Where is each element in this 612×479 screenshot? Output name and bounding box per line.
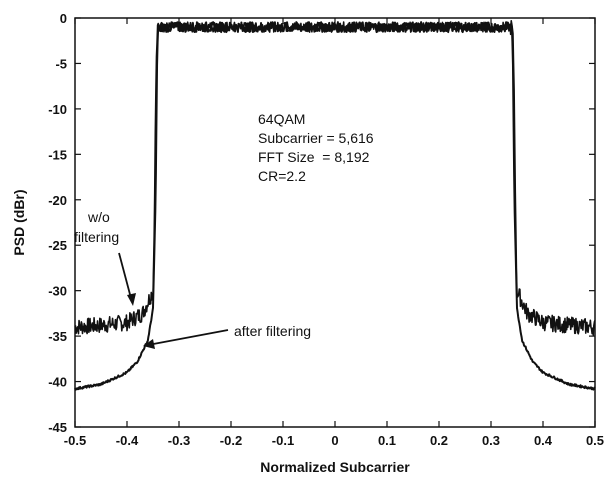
x-tick-label: -0.2 xyxy=(220,433,242,448)
x-tick-label: 0.5 xyxy=(586,433,604,448)
x-tick-label: -0.3 xyxy=(168,433,190,448)
x-axis-label: Normalized Subcarrier xyxy=(260,459,410,475)
x-tick-label: 0.1 xyxy=(378,433,396,448)
y-tick-label: -45 xyxy=(48,420,67,435)
y-tick-label: 0 xyxy=(60,11,67,26)
series-layer xyxy=(74,20,596,391)
wo-filtering-label-line1: w/o xyxy=(87,209,110,225)
y-tick-label: -25 xyxy=(48,238,67,253)
parameter-annotation: 64QAM Subcarrier = 5,616 FFT Size = 8,19… xyxy=(258,111,374,184)
after-filtering-annotation: after filtering xyxy=(143,323,311,349)
wo-filtering-annotation: w/o filtering xyxy=(74,209,136,306)
wo-filtering-arrowhead xyxy=(127,293,136,306)
annotation-subcarrier: Subcarrier = 5,616 xyxy=(258,130,374,146)
y-tick-label: -5 xyxy=(55,56,67,71)
y-axis-label: PSD (dBr) xyxy=(11,189,27,255)
y-tick-label: -20 xyxy=(48,193,67,208)
x-tick-label: 0.3 xyxy=(482,433,500,448)
after-filtering-arrowhead xyxy=(143,339,155,349)
plot-frame xyxy=(74,17,596,428)
x-tick-label: -0.1 xyxy=(272,433,294,448)
series-after-filtering-line xyxy=(74,21,596,391)
y-tick-label: -35 xyxy=(48,329,67,344)
after-filtering-arrow-shaft xyxy=(147,329,229,346)
wo-filtering-arrow-shaft xyxy=(118,252,133,303)
wo-filtering-label-line2: filtering xyxy=(74,229,119,245)
x-tick-label: -0.4 xyxy=(116,433,139,448)
x-tick-label: 0 xyxy=(331,433,338,448)
x-tick-label: -0.5 xyxy=(64,433,86,448)
after-filtering-label: after filtering xyxy=(234,323,311,339)
annotation-modulation: 64QAM xyxy=(258,111,305,127)
x-tick-label: 0.2 xyxy=(430,433,448,448)
y-tick-label: -10 xyxy=(48,102,67,117)
y-tick-label: -30 xyxy=(48,284,67,299)
x-tick-label: 0.4 xyxy=(534,433,553,448)
ticks-layer: -0.5 -0.4 -0.3 -0.2 -0.1 0 0.1 0.2 0.3 0.4 0.5 0 -5 -… xyxy=(48,11,604,448)
annotation-fft-size: FFT Size = 8,192 xyxy=(258,149,370,165)
annotation-cr: CR=2.2 xyxy=(258,168,306,184)
y-tick-label: -40 xyxy=(48,375,67,390)
y-tick-label: -15 xyxy=(48,147,67,162)
